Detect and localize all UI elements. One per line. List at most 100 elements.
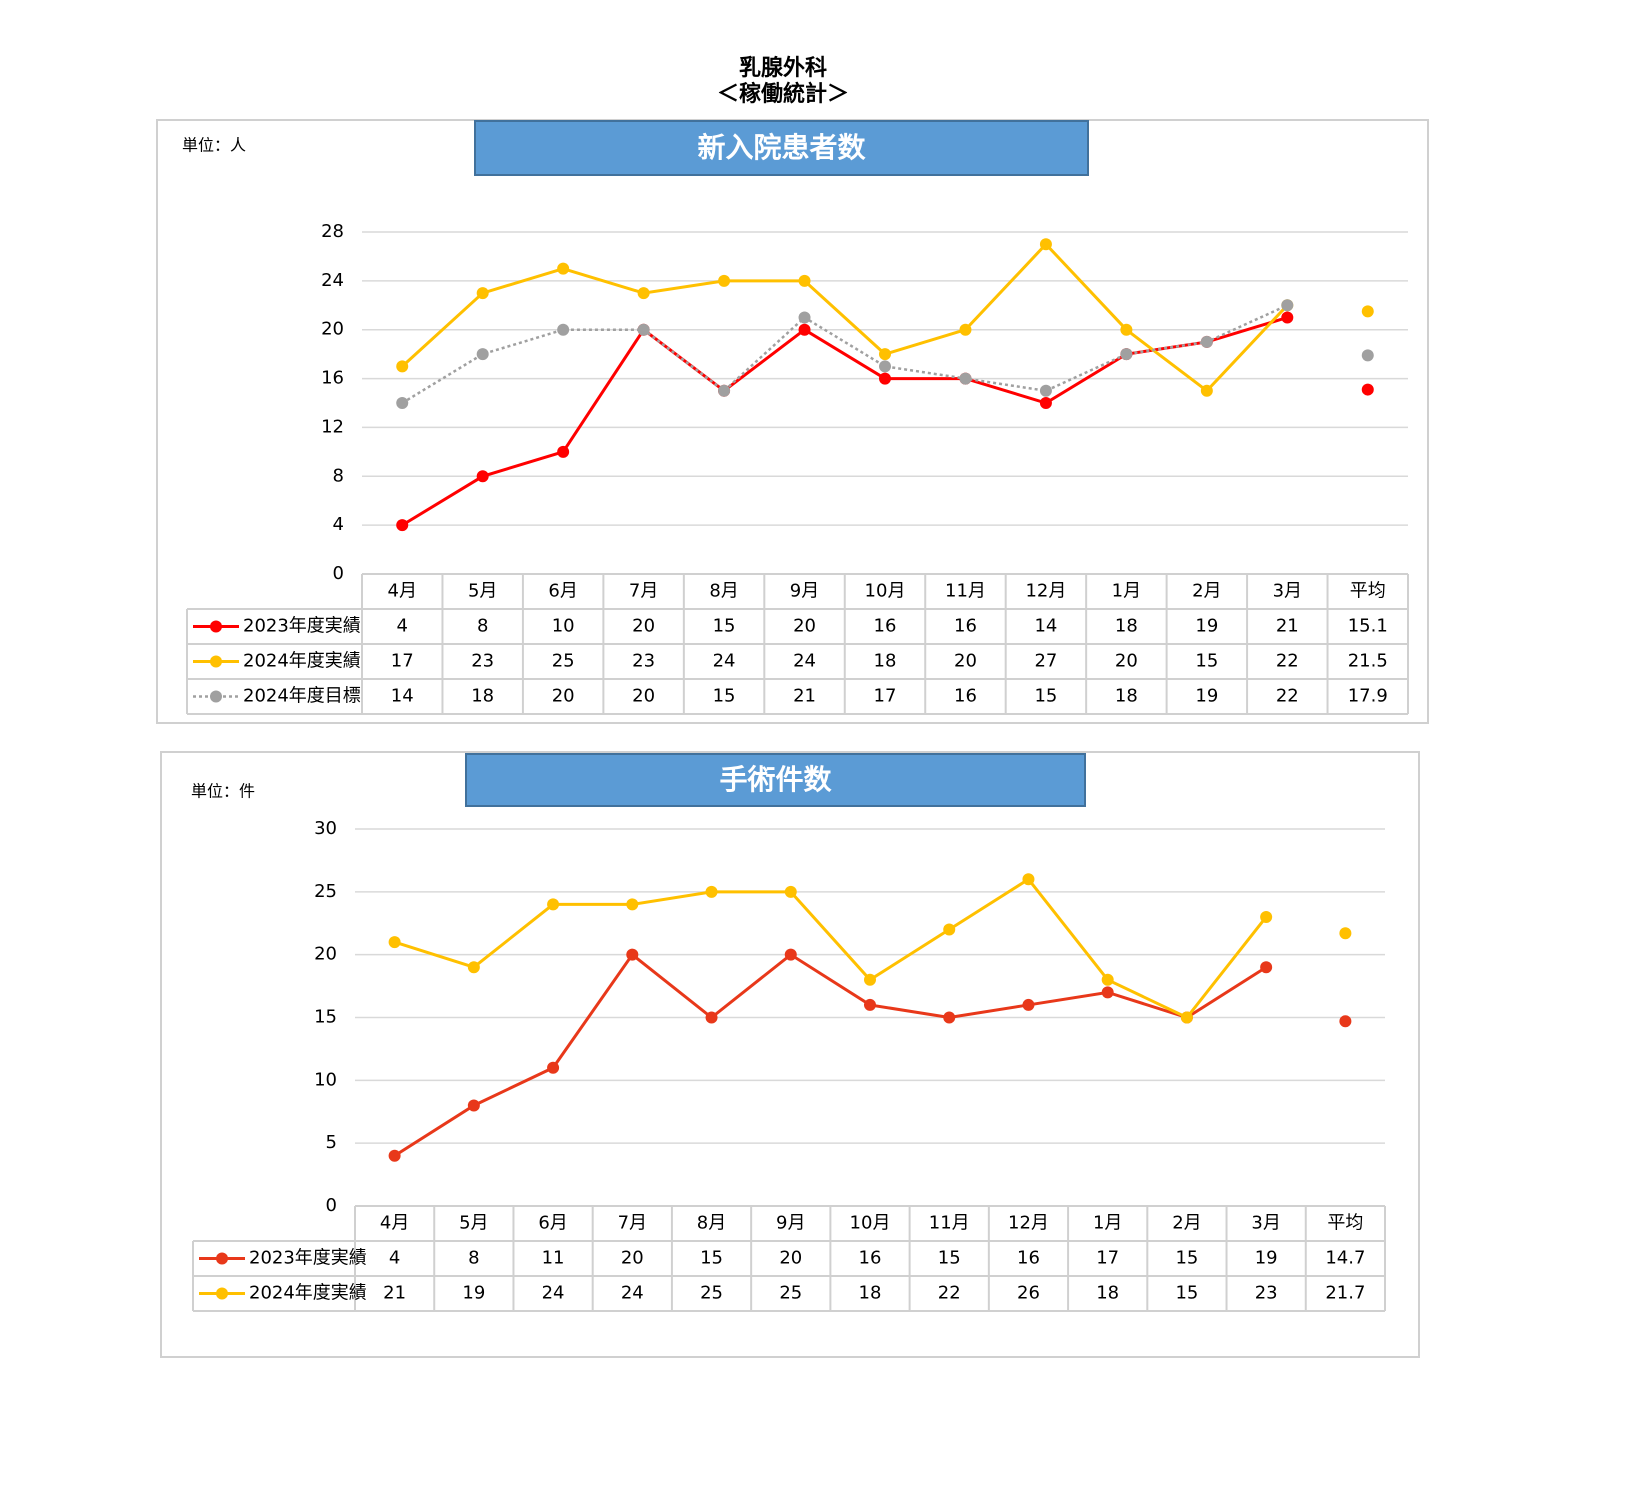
- data-point: [388, 936, 401, 949]
- data-point: [1260, 910, 1273, 923]
- title-banner: [474, 120, 1089, 176]
- unit-label: 単位：件: [191, 782, 255, 801]
- y-tick-label: 20: [314, 944, 337, 965]
- y-tick-label: 16: [321, 368, 344, 389]
- x-tick-label: 6月: [548, 581, 577, 602]
- data-point: [626, 948, 639, 961]
- table-value: 24: [713, 651, 736, 672]
- data-point: [959, 323, 972, 336]
- data-point: [718, 274, 731, 287]
- table-value: 15: [938, 1248, 961, 1269]
- data-point: [1180, 1011, 1193, 1024]
- table-value: 22: [1276, 686, 1299, 707]
- data-point: [959, 372, 972, 385]
- table-value: 20: [552, 686, 575, 707]
- x-tick-label: 5月: [459, 1213, 488, 1234]
- data-point: [798, 274, 811, 287]
- y-tick-label: 28: [321, 221, 344, 242]
- table-value: 23: [1255, 1283, 1278, 1304]
- data-point: [557, 262, 570, 275]
- title-banner: [465, 753, 1086, 807]
- x-tick-label: 8月: [697, 1213, 726, 1234]
- y-tick-label: 15: [314, 1007, 337, 1028]
- table-value: 19: [1195, 616, 1218, 637]
- x-tick-label: 4月: [388, 581, 417, 602]
- table-value: 26: [1017, 1283, 1040, 1304]
- table-value: 24: [621, 1283, 644, 1304]
- x-tick-label: 5月: [468, 581, 497, 602]
- table-value: 16: [954, 686, 977, 707]
- chart-title: 新入院患者数: [697, 131, 866, 164]
- y-tick-label: 4: [333, 514, 344, 535]
- average-point: [1339, 927, 1352, 940]
- legend-marker: [216, 1252, 228, 1265]
- data-point: [476, 287, 489, 300]
- table-value: 14.7: [1325, 1248, 1365, 1269]
- x-tick-label: 11月: [929, 1213, 970, 1234]
- table-value: 24: [542, 1283, 565, 1304]
- table-value: 23: [632, 651, 655, 672]
- table-value: 17.9: [1348, 686, 1388, 707]
- table-value: 15.1: [1348, 616, 1388, 637]
- table-value: 21: [1276, 616, 1299, 637]
- x-tick-label: 12月: [1025, 581, 1066, 602]
- table-value: 15: [713, 686, 736, 707]
- x-tick-label: 7月: [618, 1213, 647, 1234]
- chart-frame: [160, 751, 1420, 1358]
- legend-marker: [210, 620, 222, 633]
- table-value: 16: [859, 1248, 882, 1269]
- data-point: [467, 961, 480, 974]
- table-value: 25: [700, 1283, 723, 1304]
- x-tick-label: 10月: [865, 581, 906, 602]
- data-point: [864, 973, 876, 986]
- table-value: 15: [1195, 651, 1218, 672]
- table-value: 16: [874, 616, 897, 637]
- table-value: 18: [874, 651, 897, 672]
- x-tick-label: 4月: [380, 1213, 409, 1234]
- data-point: [557, 323, 570, 336]
- table-value: 18: [1115, 686, 1138, 707]
- data-point: [1101, 973, 1114, 986]
- data-point: [943, 923, 956, 936]
- table-value: 24: [793, 651, 816, 672]
- data-point: [798, 311, 811, 324]
- unit-label: 単位：人: [182, 136, 246, 155]
- data-point: [784, 948, 797, 961]
- data-point: [1039, 397, 1052, 409]
- x-tick-label: 1月: [1093, 1213, 1122, 1234]
- data-point: [879, 348, 891, 361]
- table-value: 21.7: [1325, 1283, 1365, 1304]
- x-tick-label: 2月: [1192, 581, 1221, 602]
- x-tick-label: 1月: [1112, 581, 1141, 602]
- table-value: 21: [793, 686, 816, 707]
- data-point: [396, 519, 409, 532]
- table-value: 18: [1115, 616, 1138, 637]
- series-line: [394, 877, 1268, 1020]
- data-point: [943, 1011, 956, 1024]
- data-point: [476, 348, 489, 361]
- x-tick-label: 10月: [850, 1213, 891, 1234]
- x-tick-label: 12月: [1008, 1213, 1049, 1234]
- data-point: [1200, 335, 1213, 348]
- data-point: [557, 445, 570, 458]
- x-tick-label: 11月: [945, 581, 986, 602]
- page-subtitle: ＜稼働統計＞: [717, 81, 849, 107]
- data-point: [1039, 384, 1052, 397]
- data-point: [1200, 384, 1213, 397]
- table-value: 20: [621, 1248, 644, 1269]
- data-point: [864, 998, 876, 1011]
- data-point: [1120, 348, 1133, 361]
- chart-title: 手術件数: [719, 763, 832, 796]
- legend-label: 2024年度実績: [249, 1283, 367, 1304]
- page-title: 乳腺外科: [739, 55, 827, 81]
- y-tick-label: 20: [321, 319, 344, 340]
- table-value: 15: [1175, 1248, 1198, 1269]
- y-tick-label: 0: [333, 563, 344, 584]
- series-line: [401, 316, 1288, 527]
- table-value: 14: [391, 686, 414, 707]
- data-point: [396, 360, 409, 373]
- y-tick-label: 10: [314, 1069, 337, 1090]
- y-tick-label: 8: [333, 465, 344, 486]
- table-value: 8: [468, 1248, 479, 1269]
